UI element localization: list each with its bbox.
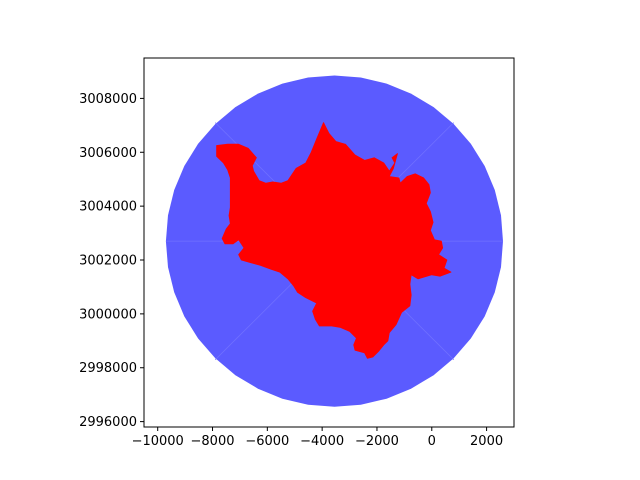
y-tick-label: 2996000 bbox=[79, 415, 137, 430]
x-tick-label: 0 bbox=[428, 434, 436, 449]
x-tick-label: −4000 bbox=[300, 434, 344, 449]
y-tick-label: 2998000 bbox=[79, 361, 137, 376]
x-tick-label: 2000 bbox=[470, 434, 503, 449]
y-tick-label: 3004000 bbox=[79, 200, 137, 215]
x-tick-label: −8000 bbox=[191, 434, 235, 449]
plot-area bbox=[165, 75, 504, 407]
x-tick-label: −2000 bbox=[355, 434, 399, 449]
y-tick-label: 3000000 bbox=[79, 307, 137, 322]
y-axis: 2996000 2998000 3000000 3002000 3004000 30060… bbox=[79, 92, 144, 430]
x-tick-label: −10000 bbox=[132, 434, 184, 449]
y-tick-label: 3008000 bbox=[79, 92, 137, 107]
y-tick-label: 3002000 bbox=[79, 254, 137, 269]
axes-frame bbox=[143, 57, 515, 428]
y-tick-label: 3006000 bbox=[79, 146, 137, 161]
x-axis: −10000 −8000 −6000 −4000 −2000 0 2000 bbox=[132, 427, 503, 449]
x-tick-label: −6000 bbox=[245, 434, 289, 449]
region-shape bbox=[216, 122, 452, 359]
